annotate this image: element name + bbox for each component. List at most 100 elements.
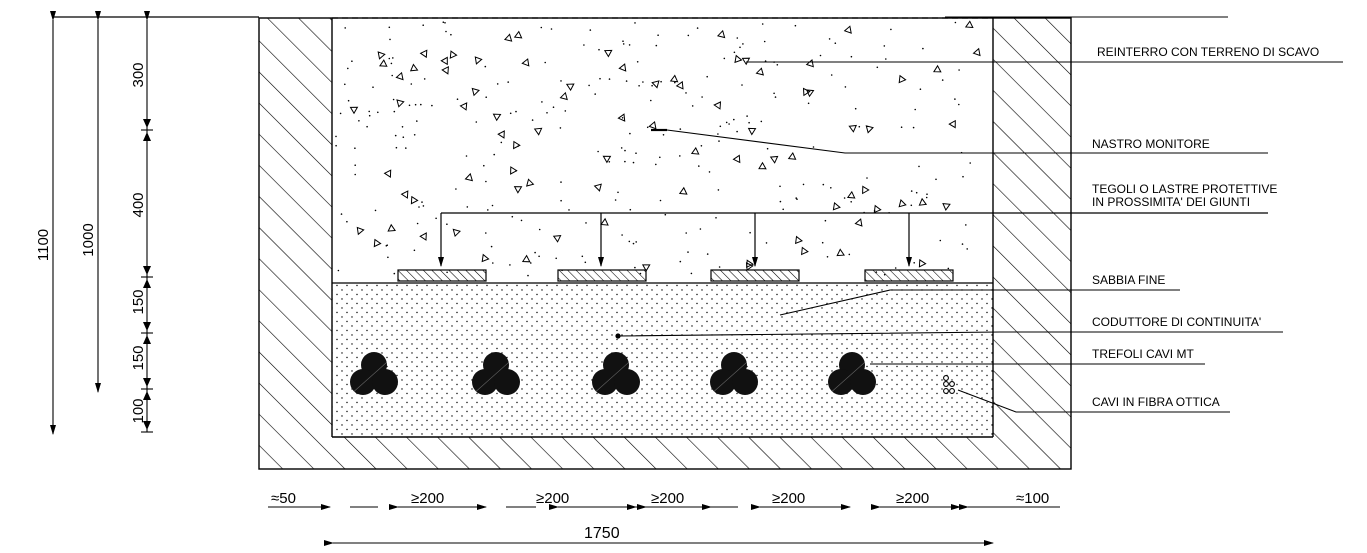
backfill-dot bbox=[900, 126, 903, 128]
backfill-dot bbox=[717, 189, 720, 191]
backfill-dot bbox=[890, 28, 892, 31]
backfill-aggregate bbox=[396, 99, 405, 108]
backfill-dot bbox=[628, 240, 631, 243]
leader-sabbia bbox=[779, 289, 1180, 316]
backfill-aggregate bbox=[559, 91, 568, 101]
backfill-dot bbox=[617, 191, 619, 194]
backfill-aggregate bbox=[678, 186, 688, 195]
backfill-aggregate bbox=[373, 238, 382, 248]
backfill-aggregate bbox=[419, 232, 427, 241]
dim-gap-4: ≥200 bbox=[772, 490, 805, 507]
backfill-dot bbox=[456, 98, 459, 100]
backfill-dot bbox=[614, 199, 617, 201]
backfill-dot bbox=[632, 242, 635, 245]
backfill-dot bbox=[965, 224, 967, 226]
backfill-aggregate bbox=[459, 102, 468, 111]
backfill-dot bbox=[559, 127, 562, 129]
backfill-aggregate bbox=[836, 248, 846, 257]
backfill-dot bbox=[500, 141, 503, 144]
backfill-aggregate bbox=[600, 217, 609, 226]
backfill-dot bbox=[520, 219, 523, 222]
backfill-aggregate bbox=[734, 54, 743, 64]
backfill-dot bbox=[541, 101, 543, 103]
backfill-aggregate bbox=[641, 264, 651, 272]
backfill-dot bbox=[941, 79, 944, 81]
backfill-dot bbox=[622, 40, 624, 42]
backfill-dot bbox=[368, 110, 371, 113]
dim-300: 300 bbox=[130, 62, 147, 87]
backfill-dot bbox=[749, 231, 751, 234]
backfill-dot bbox=[958, 103, 960, 106]
backfill-dot bbox=[885, 58, 887, 60]
backfill-dot bbox=[850, 201, 852, 203]
backfill-dot bbox=[700, 145, 703, 147]
backfill-dot bbox=[389, 38, 391, 41]
backfill-dot bbox=[646, 126, 649, 129]
backfill-dot bbox=[487, 209, 489, 211]
backfill-dot bbox=[390, 62, 393, 65]
backfill-dot bbox=[435, 217, 437, 220]
backfill-dot bbox=[687, 251, 689, 253]
backfill-dot bbox=[628, 44, 631, 46]
backfill-aggregate bbox=[802, 87, 811, 97]
dim-gap-2: ≥200 bbox=[536, 490, 569, 507]
backfill-aggregate bbox=[525, 178, 535, 187]
backfill-dot bbox=[335, 144, 337, 147]
leader-fibra bbox=[957, 389, 1230, 413]
tile-leader bbox=[438, 212, 1268, 267]
backfill-dot bbox=[657, 34, 659, 36]
backfill-dot bbox=[719, 125, 722, 128]
backfill-dot bbox=[854, 107, 857, 110]
backfill-dot bbox=[664, 213, 667, 216]
backfill-dot bbox=[418, 206, 420, 208]
backfill-aggregate bbox=[747, 127, 757, 136]
backfill-dot bbox=[969, 162, 971, 164]
backfill-dot bbox=[922, 47, 924, 50]
backfill-dot bbox=[741, 84, 743, 86]
backfill-dot bbox=[405, 147, 407, 149]
backfill-aggregate bbox=[378, 59, 388, 67]
backfill-aggregate bbox=[474, 56, 483, 65]
backfill-dot bbox=[465, 155, 468, 157]
backfill-dot bbox=[598, 48, 600, 51]
backfill-aggregate bbox=[964, 20, 974, 29]
backfill-dot bbox=[527, 274, 529, 277]
backfill-aggregate bbox=[492, 113, 502, 122]
backfill-aggregate bbox=[617, 113, 626, 122]
backfill-dot bbox=[588, 84, 590, 87]
backfill-dot bbox=[858, 125, 861, 128]
backfill-dot bbox=[622, 43, 625, 45]
label-sabbia: SABBIA FINE bbox=[1092, 273, 1165, 287]
backfill-dot bbox=[625, 80, 628, 82]
backfill-dot bbox=[416, 222, 419, 225]
backfill-aggregate bbox=[758, 161, 767, 170]
dim-1000: 1000 bbox=[80, 223, 97, 256]
backfill-dot bbox=[414, 103, 417, 106]
backfill-aggregate bbox=[898, 74, 907, 84]
backfill-aggregate bbox=[440, 56, 448, 66]
trefoil-cable bbox=[472, 352, 520, 395]
backfill-dot bbox=[795, 197, 797, 199]
dim-left: ≈50 bbox=[271, 490, 296, 507]
backfill-dot bbox=[966, 248, 968, 250]
backfill-dot bbox=[679, 128, 682, 130]
backfill-dot bbox=[850, 55, 853, 58]
dim-400: 400 bbox=[130, 192, 147, 217]
backfill-dot bbox=[402, 136, 405, 138]
backfill-dot bbox=[466, 206, 469, 208]
backfill-dot bbox=[910, 204, 913, 207]
backfill-dot bbox=[706, 253, 709, 255]
backfill-dot bbox=[392, 98, 395, 101]
backfill-dot bbox=[372, 86, 374, 88]
backfill-dot bbox=[422, 205, 425, 207]
backfill-dot bbox=[491, 204, 494, 207]
backfill-dot bbox=[685, 232, 687, 234]
backfill-dot bbox=[939, 239, 942, 242]
backfill-dot bbox=[723, 57, 726, 60]
backfill-dot bbox=[961, 243, 964, 245]
backfill-dot bbox=[485, 232, 487, 234]
backfill-dot bbox=[876, 66, 879, 69]
backfill-aggregate bbox=[602, 155, 612, 164]
backfill-dot bbox=[511, 215, 514, 218]
backfill-dot bbox=[954, 21, 957, 24]
